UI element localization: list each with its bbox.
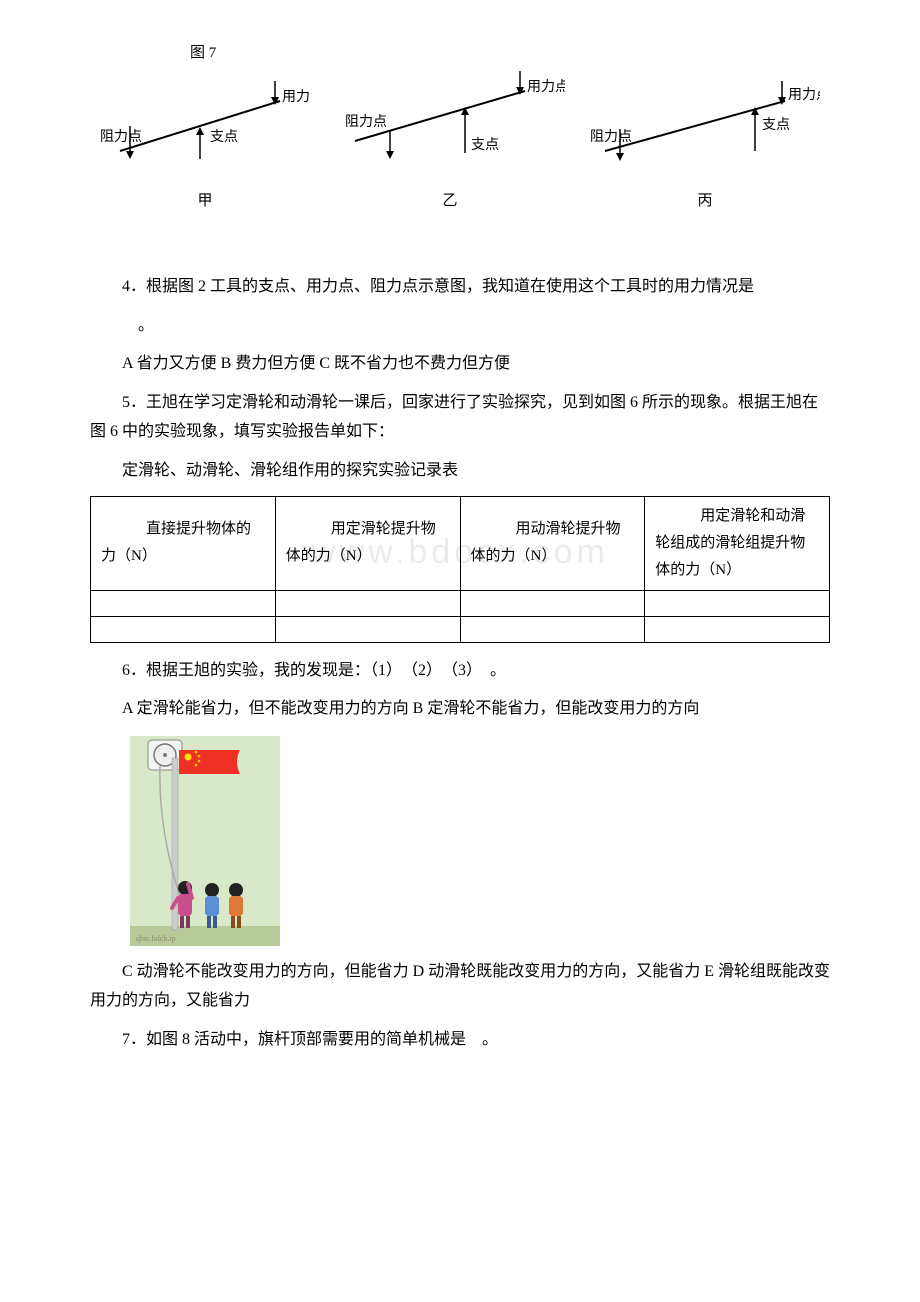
diagram-yi: 阻力点 支点 用力点 乙 (335, 71, 565, 215)
experiment-table: 直接提升物体的力（N） 用定滑轮提升物体的力（N） 用动滑轮提升物体的力（N） … (90, 496, 830, 643)
q4-text: 4．根据图 2 工具的支点、用力点、阻力点示意图，我知道在使用这个工具时的用力情… (90, 273, 830, 302)
table-cell (460, 616, 645, 642)
q6-text: 6．根据王旭的实验，我的发现是：（1） （2） （3） 。 (90, 657, 830, 686)
q4-options: A 省力又方便 B 费力但方便 C 既不省力也不费力但方便 (90, 350, 830, 379)
q4-period: 。 (90, 312, 830, 341)
q5-text: 5．王旭在学习定滑轮和动滑轮一课后，回家进行了实验探究，见到如图 6 所示的现象… (90, 389, 830, 447)
lever-bing-svg: 阻力点 支点 用力点 (590, 81, 820, 171)
caption-yi: 乙 (335, 188, 565, 215)
lever-jia-svg: 阻力点 支点 用力点 (100, 81, 310, 171)
table-cell (91, 616, 276, 642)
illus-credit: qbic.bdcb.ip (136, 934, 176, 943)
diagram-bing: 阻力点 支点 用力点 丙 (590, 81, 820, 215)
label-fulcrum: 支点 (471, 137, 499, 153)
lever-yi-svg: 阻力点 支点 用力点 (335, 71, 565, 171)
th-fixed: 用定滑轮提升物体的力（N） (275, 496, 460, 590)
th-direct: 直接提升物体的力（N） (91, 496, 276, 590)
q6-options-cde: C 动滑轮不能改变用力的方向，但能省力 D 动滑轮既能改变用力的方向，又能省力 … (90, 958, 830, 1016)
flag-illustration: qbic.bdcb.ip (130, 736, 280, 946)
label-effort: 用力点 (282, 89, 310, 105)
th-movable: 用动滑轮提升物体的力（N） (460, 496, 645, 590)
label-load: 阻力点 (345, 114, 387, 130)
table-cell (275, 590, 460, 616)
caption-bing: 丙 (590, 188, 820, 215)
table-cell (460, 590, 645, 616)
label-effort: 用力点 (788, 87, 820, 103)
q5-table-title: 定滑轮、动滑轮、滑轮组作用的探究实验记录表 (90, 457, 830, 486)
label-effort: 用力点 (527, 79, 565, 95)
caption-jia: 甲 (100, 188, 310, 215)
table-cell (275, 616, 460, 642)
diagram-jia: 阻力点 支点 用力点 甲 (100, 81, 310, 215)
th-combo: 用定滑轮和动滑轮组成的滑轮组提升物体的力（N） (645, 496, 830, 590)
label-fulcrum: 支点 (210, 129, 238, 145)
q6-options-ab: A 定滑轮能省力，但不能改变用力的方向 B 定滑轮不能省力，但能改变用力的方向 (90, 695, 830, 724)
label-load: 阻力点 (100, 129, 142, 145)
table-cell (645, 590, 830, 616)
table-cell (91, 590, 276, 616)
label-load: 阻力点 (590, 129, 632, 145)
label-fulcrum: 支点 (762, 117, 790, 133)
table-cell (645, 616, 830, 642)
figure7-label: 图 7 (190, 40, 830, 67)
figure7-diagrams: 阻力点 支点 用力点 甲 阻力点 支点 用力点 乙 (90, 71, 830, 215)
q7-text: 7．如图 8 活动中，旗杆顶部需要用的简单机械是 。 (90, 1026, 830, 1055)
